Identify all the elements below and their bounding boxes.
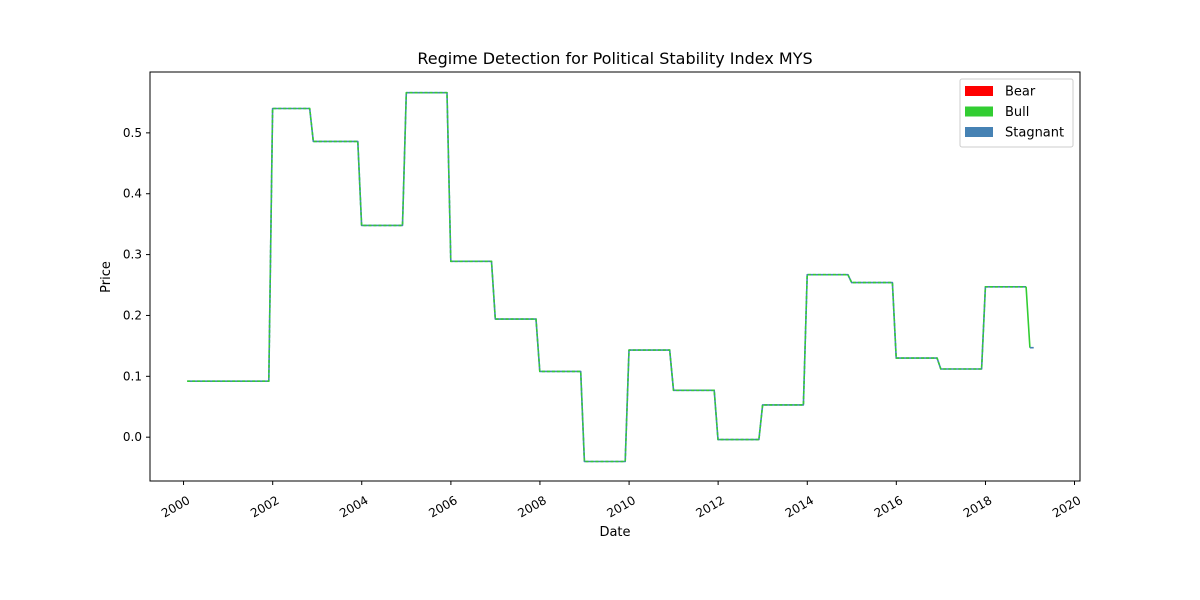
y-tick-label: 0.5 (123, 126, 142, 140)
y-tick-label: 0.2 (123, 308, 142, 322)
series-line-bull-2 (1025, 286, 1031, 348)
x-axis-label: Date (599, 525, 630, 540)
series-line-bull-1 (187, 91, 1027, 463)
legend-swatch-stagnant (965, 127, 993, 137)
plot-lines (187, 91, 1034, 463)
y-tick-label: 0.1 (123, 369, 142, 383)
plot-frame (149, 71, 1081, 482)
y-tick-label: 0.3 (123, 248, 142, 262)
chart-title: Regime Detection for Political Stability… (417, 49, 812, 68)
legend-label-bull: Bull (1005, 105, 1029, 120)
y-axis: 0.0 0.1 0.2 0.3 0.4 0.5 (123, 126, 150, 444)
y-axis-label: Price (99, 261, 114, 293)
y-tick-label: 0.4 (123, 187, 142, 201)
legend-label-stagnant: Stagnant (1005, 126, 1064, 141)
legend-swatch-bear (965, 86, 993, 96)
y-tick-label: 0.0 (123, 430, 142, 444)
legend-label-bear: Bear (1005, 85, 1036, 100)
legend: Bear Bull Stagnant (959, 78, 1074, 148)
legend-swatch-bull (965, 106, 993, 117)
